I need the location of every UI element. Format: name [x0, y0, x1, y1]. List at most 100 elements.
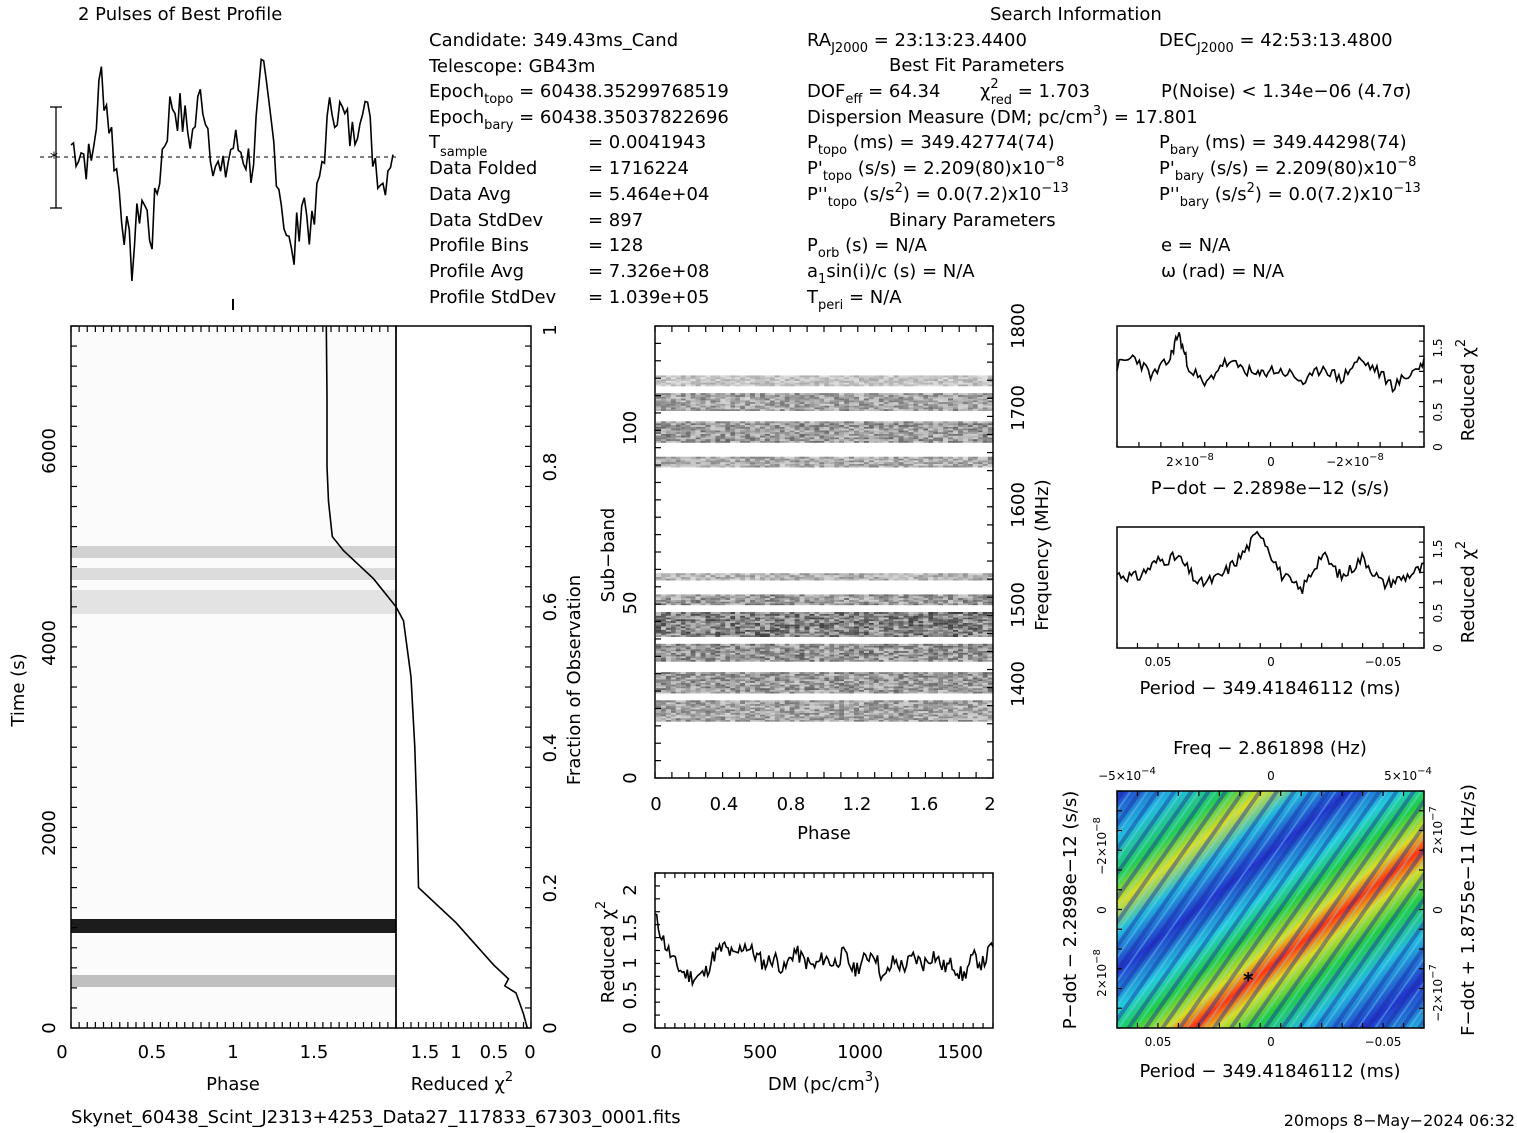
subband-pixel	[740, 617, 746, 620]
subband-pixel	[705, 622, 711, 625]
subband-pixel	[789, 627, 795, 630]
subband-pixel	[784, 719, 790, 722]
subband-pixel	[799, 433, 805, 436]
subband-pixel	[735, 575, 741, 577]
subband-pixel	[769, 620, 775, 623]
subband-pixel	[665, 599, 671, 602]
subband-pixel	[804, 707, 810, 710]
subband-pixel	[690, 635, 696, 637]
subband-pixel	[695, 433, 701, 436]
subband-pixel	[849, 647, 854, 650]
subband-pixel	[779, 719, 785, 722]
subband-pixel	[888, 647, 894, 650]
subband-pixel	[849, 462, 854, 464]
subband-pixel	[774, 631, 780, 634]
subband-pixel	[962, 435, 968, 438]
subband-pixel	[769, 633, 775, 636]
subband-pixel	[913, 596, 919, 599]
subband-pixel	[888, 654, 894, 657]
subband-pixel	[735, 601, 741, 604]
subband-pixel	[725, 440, 731, 443]
subband-pixel	[799, 652, 805, 655]
subband-pixel	[745, 458, 751, 461]
subband-pixel	[829, 437, 835, 440]
subband-pixel	[987, 718, 993, 720]
subband-pixel	[794, 677, 800, 680]
subband-pixel	[665, 627, 671, 630]
subband-pixel	[953, 635, 958, 637]
subband-pixel	[898, 433, 904, 436]
subband-pixel	[962, 652, 968, 655]
subband-pixel	[834, 631, 840, 634]
subband-pixel	[675, 647, 681, 650]
subband-pixel	[948, 601, 953, 604]
subband-pixel	[873, 703, 879, 706]
subband-pixel	[670, 643, 676, 646]
subband-pixel	[764, 700, 770, 703]
subband-pixel	[977, 575, 983, 577]
subband-pixel	[675, 650, 681, 653]
subband-pixel	[834, 647, 840, 650]
subband-pixel	[962, 437, 968, 440]
subband-pixel	[690, 702, 696, 705]
subband-pixel	[868, 463, 874, 466]
subband-pixel	[695, 578, 701, 581]
subband-pixel	[873, 615, 879, 618]
subband-pixel	[849, 575, 854, 577]
subband-pixel	[918, 688, 924, 690]
subband-pixel	[878, 702, 884, 705]
subband-pixel	[854, 597, 859, 600]
subband-pixel	[665, 707, 671, 710]
subband-pixel	[695, 719, 701, 722]
subband-pixel	[948, 612, 953, 614]
subband-pixel	[977, 645, 983, 648]
subband-pixel	[665, 435, 671, 438]
subband-pixel	[928, 433, 934, 436]
subband-pixel	[725, 716, 731, 719]
subband-pixel	[913, 702, 919, 705]
subband-pixel	[839, 601, 845, 604]
subband-pixel	[854, 673, 859, 676]
tp-ytick-1: 2000	[39, 810, 60, 856]
subband-pixel	[769, 440, 775, 443]
subband-pixel	[675, 619, 681, 622]
subband-pixel	[938, 596, 944, 599]
subband-pixel	[933, 712, 939, 715]
subband-pixel	[923, 647, 929, 650]
subband-pixel	[908, 718, 914, 720]
subband-pixel	[675, 633, 681, 636]
subband-pixel	[665, 619, 671, 622]
subband-pixel	[839, 435, 845, 438]
subband-pixel	[760, 439, 765, 441]
subband-pixel	[844, 712, 850, 715]
subband-pixel	[928, 682, 934, 685]
subband-pixel	[705, 719, 711, 722]
subband-pixel	[888, 688, 894, 690]
subband-pixel	[898, 654, 904, 657]
subband-pixel	[819, 672, 825, 675]
subband-pixel	[675, 437, 681, 440]
subband-pixel	[863, 688, 869, 690]
subband-pixel	[982, 714, 988, 717]
subband-pixel	[695, 463, 701, 466]
subband-pixel	[794, 652, 800, 655]
subband-pixel	[982, 612, 988, 614]
subband-pixel	[705, 596, 711, 599]
subband-pixel	[720, 679, 726, 682]
subband-pixel	[720, 647, 726, 650]
subband-pixel	[720, 575, 726, 577]
subband-pixel	[943, 439, 949, 441]
subband-pixel	[700, 435, 706, 438]
subband-pixel	[809, 686, 815, 689]
subband-pixel	[670, 594, 676, 597]
subband-pixel	[804, 462, 810, 464]
subband-pixel	[898, 656, 904, 659]
subband-pixel	[794, 673, 800, 676]
subband-pixel	[913, 601, 919, 604]
subband-pixel	[923, 679, 929, 682]
subband-pixel	[958, 433, 963, 436]
subband-pixel	[943, 458, 949, 461]
subband-pixel	[656, 677, 661, 680]
subband-pixel	[769, 673, 775, 676]
subband-pixel	[868, 700, 874, 703]
